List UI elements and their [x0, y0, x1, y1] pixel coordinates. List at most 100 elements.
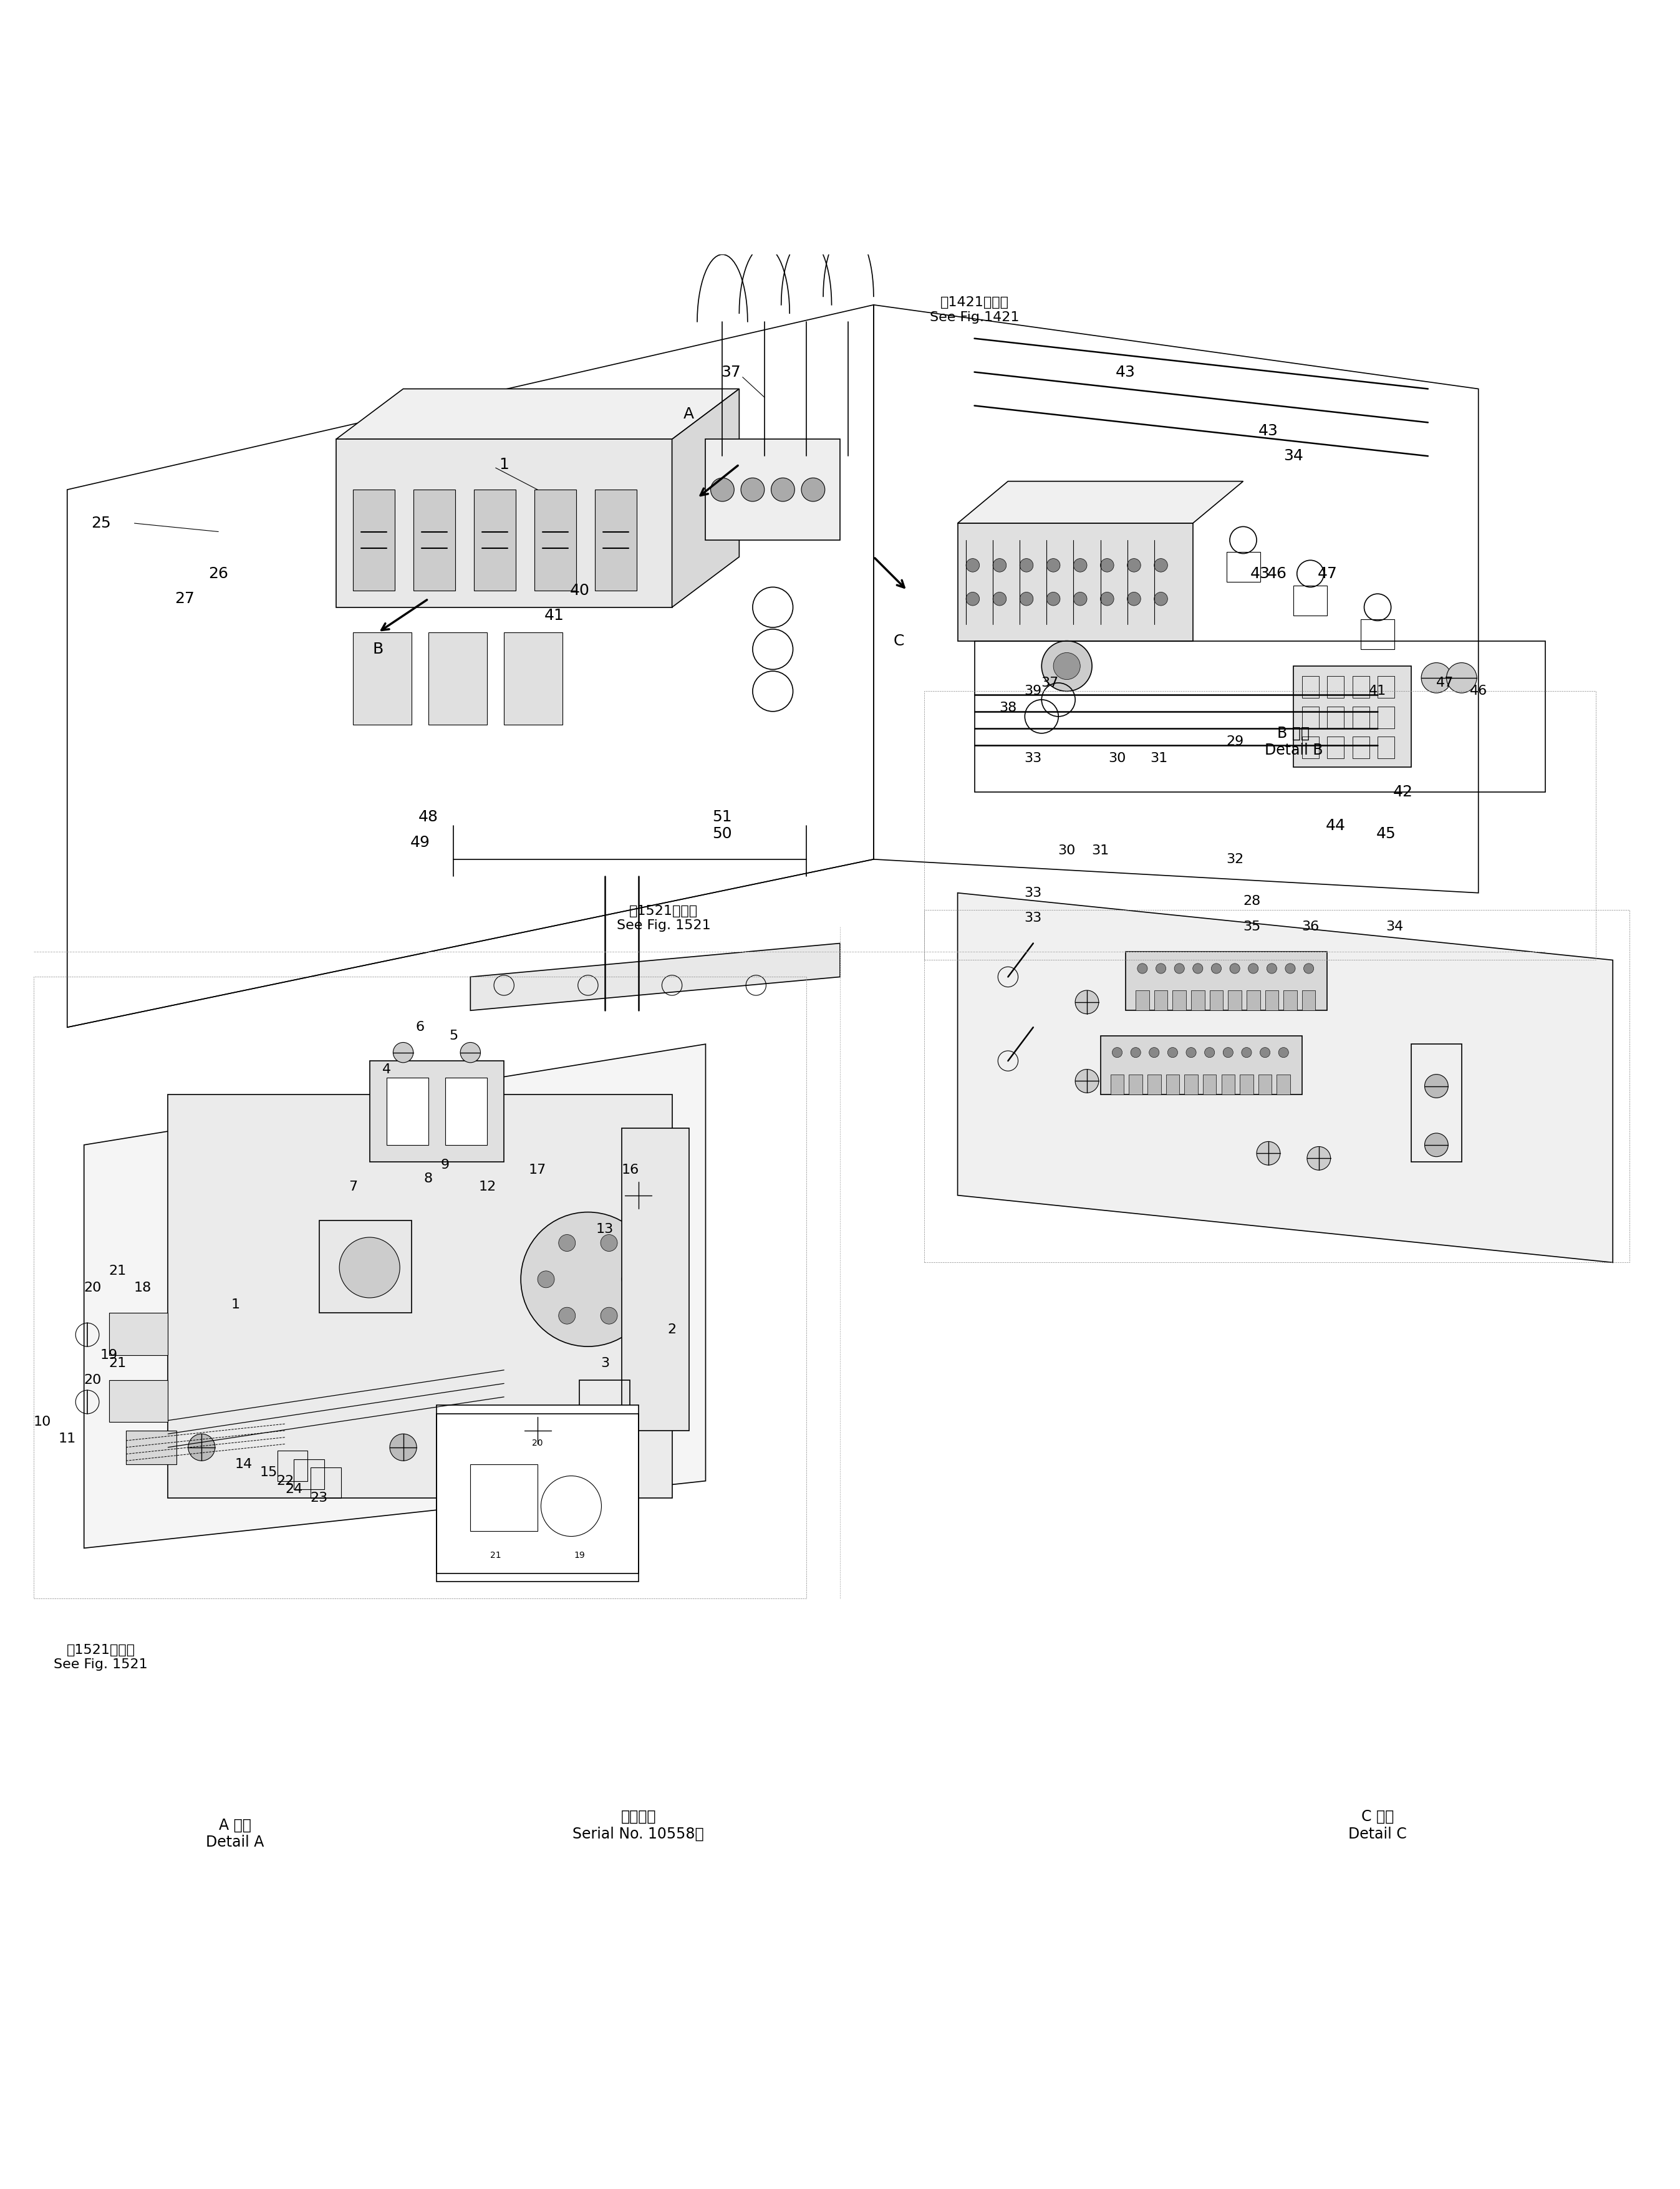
Circle shape — [1075, 1068, 1099, 1092]
Bar — [1352, 676, 1369, 698]
Text: 5: 5 — [449, 1029, 459, 1042]
Polygon shape — [168, 1094, 672, 1497]
Text: 26: 26 — [208, 567, 228, 580]
Circle shape — [339, 1237, 400, 1298]
Bar — [595, 490, 637, 591]
Bar — [1284, 989, 1297, 1011]
Bar — [109, 1379, 168, 1423]
Bar — [413, 490, 455, 591]
Bar — [706, 440, 840, 541]
Circle shape — [1425, 1075, 1448, 1099]
Circle shape — [1075, 989, 1099, 1014]
Bar — [311, 1467, 341, 1497]
Bar — [504, 633, 563, 725]
Text: 28: 28 — [1243, 895, 1260, 908]
Text: 第1521図参照
See Fig. 1521: 第1521図参照 See Fig. 1521 — [617, 904, 711, 933]
Bar — [1411, 1044, 1462, 1162]
Circle shape — [1174, 963, 1184, 974]
Bar — [1294, 584, 1327, 615]
Circle shape — [600, 1307, 618, 1324]
Circle shape — [1168, 1049, 1178, 1057]
Polygon shape — [336, 440, 672, 606]
Bar — [353, 490, 395, 591]
Text: 19: 19 — [101, 1348, 118, 1362]
Circle shape — [1267, 963, 1277, 974]
Bar — [1126, 952, 1327, 1011]
Text: 41: 41 — [544, 609, 564, 624]
Text: 20: 20 — [84, 1375, 101, 1386]
Bar — [428, 633, 487, 725]
Text: 47: 47 — [1317, 567, 1337, 580]
Bar — [1302, 989, 1315, 1011]
Text: 10: 10 — [34, 1416, 50, 1429]
Bar — [277, 1451, 307, 1482]
Circle shape — [1020, 593, 1033, 606]
Text: 34: 34 — [1284, 449, 1304, 464]
Circle shape — [521, 1213, 655, 1346]
Text: 11: 11 — [59, 1432, 76, 1445]
Bar — [109, 1313, 168, 1355]
Text: A: A — [684, 407, 694, 422]
Bar — [1210, 989, 1223, 1011]
Text: 12: 12 — [479, 1180, 496, 1193]
Text: 1: 1 — [499, 458, 509, 473]
Bar — [1265, 989, 1278, 1011]
Bar — [1277, 1075, 1290, 1094]
Circle shape — [1421, 663, 1452, 694]
Bar — [1361, 619, 1394, 650]
Bar — [1191, 989, 1205, 1011]
Circle shape — [1285, 963, 1295, 974]
Text: 31: 31 — [1151, 753, 1168, 764]
Circle shape — [1278, 1049, 1289, 1057]
Text: 第1521図参照
See Fig. 1521: 第1521図参照 See Fig. 1521 — [54, 1644, 148, 1670]
Bar — [34, 976, 806, 1598]
Text: 17: 17 — [529, 1165, 546, 1175]
Bar — [353, 633, 412, 725]
Text: 44: 44 — [1326, 819, 1346, 834]
Text: 31: 31 — [1092, 845, 1109, 858]
Bar — [580, 1379, 630, 1447]
Circle shape — [771, 477, 795, 501]
Text: 21: 21 — [109, 1265, 126, 1276]
Circle shape — [558, 1235, 575, 1252]
Circle shape — [188, 1434, 215, 1460]
Bar — [294, 1460, 324, 1489]
Circle shape — [1074, 593, 1087, 606]
Bar — [1110, 1075, 1124, 1094]
Polygon shape — [958, 482, 1243, 523]
Circle shape — [711, 477, 734, 501]
Text: 21: 21 — [109, 1357, 126, 1370]
Bar — [1154, 989, 1168, 1011]
Circle shape — [1425, 1134, 1448, 1156]
Circle shape — [1446, 663, 1477, 694]
Bar — [924, 911, 1630, 1263]
Text: 43: 43 — [1258, 422, 1278, 438]
Text: 20: 20 — [84, 1281, 101, 1294]
Circle shape — [1100, 593, 1114, 606]
Circle shape — [1137, 963, 1147, 974]
Circle shape — [966, 558, 979, 571]
Circle shape — [625, 1182, 652, 1208]
Text: 1: 1 — [230, 1298, 240, 1311]
Circle shape — [1053, 652, 1080, 679]
Bar — [1100, 1035, 1302, 1094]
Circle shape — [966, 593, 979, 606]
Circle shape — [622, 1272, 638, 1287]
Circle shape — [993, 593, 1006, 606]
Bar — [1184, 1075, 1198, 1094]
Text: 46: 46 — [1267, 567, 1287, 580]
Circle shape — [1131, 1049, 1141, 1057]
Circle shape — [1211, 963, 1221, 974]
Text: 3: 3 — [600, 1357, 610, 1370]
Text: 9: 9 — [440, 1158, 450, 1171]
Text: 21: 21 — [491, 1552, 501, 1561]
Bar — [534, 490, 576, 591]
Text: 16: 16 — [622, 1165, 638, 1175]
Bar — [445, 1077, 487, 1145]
Bar — [437, 1405, 638, 1574]
Text: 24: 24 — [286, 1484, 302, 1495]
Polygon shape — [958, 893, 1613, 1263]
Circle shape — [1304, 963, 1314, 974]
Polygon shape — [672, 390, 739, 606]
Text: 29: 29 — [1226, 736, 1243, 749]
